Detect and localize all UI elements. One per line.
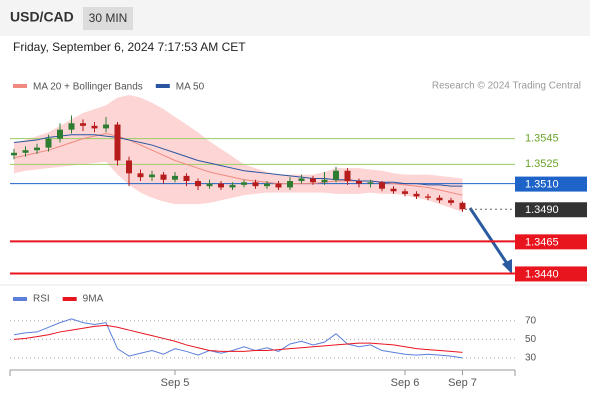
candle-body	[149, 174, 155, 178]
candle-body	[68, 123, 75, 130]
legend-swatch	[13, 297, 27, 301]
candle-body	[137, 173, 144, 178]
candle-body	[45, 138, 52, 148]
candle-body	[103, 124, 109, 129]
candle-body	[333, 170, 339, 180]
candle-body	[57, 129, 63, 139]
y-tick-label: 30	[525, 353, 537, 364]
legend-swatch	[155, 84, 170, 88]
level-label: 1.3490	[525, 204, 559, 216]
indicator-line	[13, 324, 463, 353]
candle-body	[91, 125, 98, 129]
candle-body	[287, 181, 293, 188]
x-tick-label: Sep 6	[391, 377, 420, 389]
candle-body	[356, 181, 362, 184]
bollinger-band	[14, 95, 463, 212]
candle-body	[344, 170, 351, 182]
candle-body	[321, 179, 328, 183]
candle-body	[229, 184, 236, 188]
level-badge	[515, 266, 587, 282]
x-tick-label: Sep 7	[448, 377, 477, 389]
candle-body	[298, 178, 305, 182]
legend-label: RSI	[33, 294, 50, 305]
candle-body	[436, 197, 443, 201]
candle-body	[379, 182, 385, 189]
level-label: 1.3510	[525, 178, 559, 190]
level-label: 1.3440	[525, 268, 559, 280]
candle-body	[264, 183, 270, 187]
candle-body	[206, 183, 213, 187]
y-tick-label: 50	[525, 334, 537, 345]
candle-body	[11, 152, 17, 156]
forecast-arrow	[468, 207, 510, 266]
candle-body	[172, 175, 178, 180]
level-badge	[515, 176, 587, 192]
candle-body	[367, 182, 374, 184]
candle-body	[252, 182, 259, 187]
level-label: 1.3465	[525, 236, 559, 248]
candle-body	[390, 188, 397, 192]
y-tick-label: 70	[525, 315, 537, 326]
level-badge	[515, 202, 587, 218]
level-badge	[515, 234, 587, 250]
source: Research © 2024 Trading Central	[432, 81, 581, 92]
candle-body	[413, 193, 420, 197]
interval[interactable]: 30 MIN	[89, 11, 128, 25]
candle-body	[22, 150, 29, 153]
datetime: Friday, September 6, 2024 7:17:53 AM CET	[13, 40, 246, 54]
legend-swatch	[13, 84, 27, 88]
candle-body	[80, 123, 86, 126]
legend-label: 9MA	[83, 294, 104, 305]
legend-label: MA 50	[176, 82, 205, 93]
candle-body	[160, 174, 167, 180]
candle-body	[218, 183, 224, 188]
candle-body	[402, 191, 408, 194]
candle-body	[241, 182, 247, 185]
symbol: USD/CAD	[10, 9, 74, 25]
forecast-arrow-head	[502, 259, 512, 274]
indicator-line	[13, 318, 463, 359]
moving-average	[13, 133, 463, 196]
candle-body	[34, 147, 40, 151]
candle-body	[195, 181, 201, 187]
interval-badge[interactable]	[83, 7, 133, 30]
candle-body	[459, 202, 466, 210]
candle-body	[183, 175, 190, 182]
candle-body	[114, 124, 121, 161]
level-label: 1.3545	[525, 133, 559, 145]
legend-swatch	[62, 297, 77, 301]
moving-average	[13, 134, 463, 187]
candle-body	[310, 178, 316, 183]
candle-body	[425, 196, 431, 198]
level-label: 1.3525	[525, 158, 559, 170]
candle-body	[126, 160, 132, 174]
candle-body	[275, 183, 282, 188]
x-tick-label: Sep 5	[161, 377, 190, 389]
candle-body	[448, 200, 454, 203]
legend-label: MA 20 + Bollinger Bands	[33, 82, 143, 93]
